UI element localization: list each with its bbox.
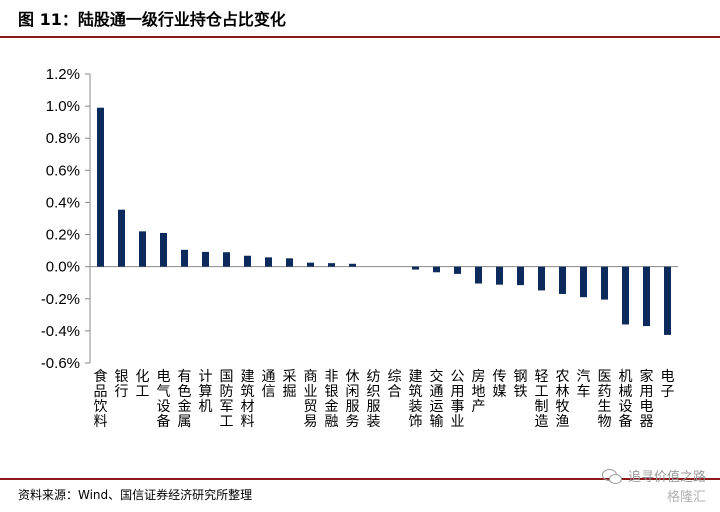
chart-axes (85, 73, 678, 364)
bar (139, 231, 146, 267)
category-label: 建筑材料 (241, 369, 255, 430)
category-label: 农林牧渔 (556, 369, 570, 430)
bar (223, 252, 230, 267)
top-rule (0, 36, 720, 38)
bar (307, 262, 314, 267)
y-tick-labels: 1.2% 1.0% 0.8% 0.6% 0.4% 0.2% 0.0% -0.2% -0.4% -0… (41, 66, 80, 372)
watermark: 追寻价值之路 (601, 466, 706, 485)
category-label: 轻工制造 (535, 369, 549, 430)
bar (97, 107, 104, 267)
bar (244, 255, 251, 267)
bar (160, 232, 167, 267)
category-label: 通信 (262, 369, 276, 400)
category-label: 综合 (388, 369, 402, 400)
category-label: 采掘 (283, 369, 297, 400)
category-label: 公用事业 (451, 369, 465, 430)
bar-chart: 1.2% 1.0% 0.8% 0.6% 0.4% 0.2% 0.0% -0.2% -0.4% -0… (41, 66, 678, 430)
bar (181, 249, 188, 267)
chart-bars (97, 107, 671, 335)
category-label: 有色金属 (178, 369, 192, 430)
category-label: 计算机 (199, 369, 213, 415)
y-tick-label: 1.0% (46, 98, 80, 115)
watermark-text: 追寻价值之路 (627, 470, 706, 485)
bar (349, 263, 356, 267)
bar (580, 266, 587, 298)
category-label: 电子 (661, 369, 675, 400)
category-label: 汽车 (577, 369, 591, 400)
bar (454, 266, 461, 274)
watermark-brand: 格隆汇 (666, 490, 706, 505)
category-label: 商业贸易 (304, 369, 318, 430)
page-title: 图 11：陆股通一级行业持仓占比变化 (18, 10, 286, 29)
category-label: 医药生物 (598, 369, 612, 430)
bar (328, 263, 335, 267)
category-label: 非银金融 (325, 369, 339, 430)
category-label: 建筑装饰 (409, 369, 423, 430)
bar (601, 266, 608, 300)
category-label: 家用电器 (640, 368, 654, 430)
category-label: 房地产 (472, 369, 486, 415)
category-label: 银行 (115, 369, 129, 400)
bar (202, 251, 209, 267)
bar (286, 258, 293, 267)
bar (517, 266, 524, 286)
bar (643, 266, 650, 327)
bar (538, 266, 545, 291)
wechat-icon (601, 468, 622, 484)
y-tick-label: -0.2% (41, 291, 80, 308)
bar (496, 266, 503, 285)
category-label: 传媒 (493, 369, 507, 400)
y-tick-label: 0.4% (46, 194, 80, 211)
category-labels: 食品饮料银行化工电气设备有色金属计算机国防军工建筑材料通信采掘商业贸易非银金融休… (94, 368, 675, 430)
category-label: 国防军工 (220, 369, 234, 430)
bar (664, 266, 671, 335)
y-tick-label: -0.6% (41, 355, 80, 372)
title-bar: 图 11：陆股通一级行业持仓占比变化 (0, 0, 720, 38)
category-label: 休闲服务 (346, 369, 360, 430)
y-tick-label: 0.0% (46, 259, 80, 276)
bottom-rule (0, 478, 720, 480)
bar (412, 266, 419, 270)
category-label: 纺织服装 (367, 369, 381, 430)
bar (433, 266, 440, 273)
category-label: 食品饮料 (94, 368, 108, 430)
category-label: 电气设备 (157, 369, 171, 430)
y-tick-label: 0.6% (46, 162, 80, 179)
bar (622, 266, 629, 325)
bar (118, 209, 125, 267)
bar (475, 266, 482, 284)
bar (265, 257, 272, 267)
bar (559, 266, 566, 294)
y-tick-label: -0.4% (41, 323, 80, 340)
y-tick-label: 0.2% (46, 227, 80, 244)
category-label: 钢铁 (514, 369, 528, 400)
category-label: 机械设备 (619, 369, 633, 430)
y-tick-label: 0.8% (46, 130, 80, 147)
y-tick-label: 1.2% (46, 66, 80, 83)
source-note: 资料来源：Wind、国信证券经济研究所整理 (18, 488, 253, 502)
category-label: 化工 (136, 369, 150, 400)
category-label: 交通运输 (430, 368, 444, 430)
